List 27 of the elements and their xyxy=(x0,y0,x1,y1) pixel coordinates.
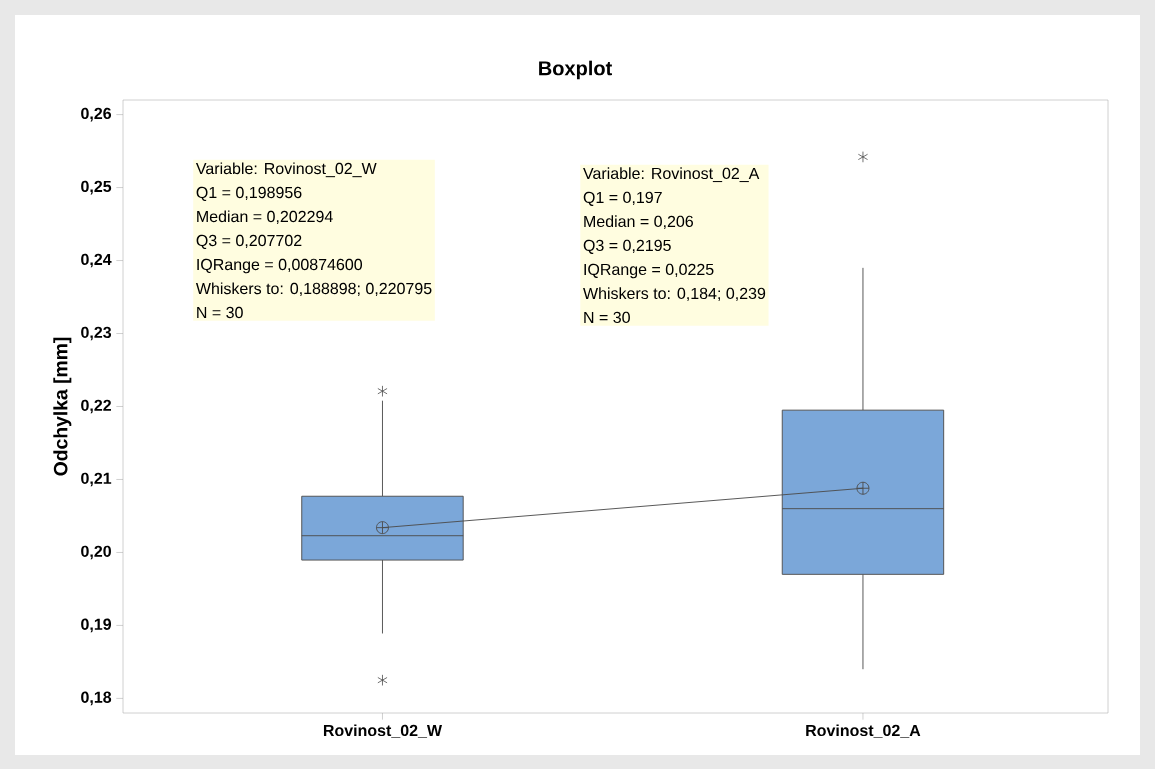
y-tick-label: 0,19 xyxy=(81,618,112,633)
annotation: IQRange = 0,00874600 xyxy=(197,258,363,274)
annotation: Median = 0,206 xyxy=(584,215,694,229)
annotation: Variable: Rovinost_02_W xyxy=(195,162,377,178)
annotation: N = 30 xyxy=(197,306,243,319)
annotation: Whiskers to: 0,184; 0,239 xyxy=(583,287,766,301)
annotation: IQRange = 0,0225 xyxy=(584,263,714,279)
annotation: Q1 = 0,197 xyxy=(583,191,662,206)
annotation: Whiskers to: 0,188898; 0,220795 xyxy=(195,282,432,297)
y-tick-label: 0,23 xyxy=(81,326,112,341)
annotation: N = 30 xyxy=(584,311,630,324)
chart-title: Boxplot xyxy=(539,60,612,80)
y-tick-label: 0,22 xyxy=(81,399,111,414)
y-tick-label: 0,21 xyxy=(81,472,112,487)
y-tick-label: 0,24 xyxy=(81,253,112,268)
y-tick-label: 0,18 xyxy=(81,691,112,706)
annotation: Q3 = 0,207702 xyxy=(196,234,302,250)
y-tick-label: 0,26 xyxy=(81,107,112,122)
y-axis-title: Odchylka [mm] xyxy=(53,337,72,476)
annotation: Q1 = 0,198956 xyxy=(196,186,302,202)
annotation: Q3 = 0,2195 xyxy=(583,239,671,254)
x-tick-label: Rovinost_02_W xyxy=(323,724,443,738)
annotation: Variable: Rovinost_02_A xyxy=(583,167,760,183)
y-tick-label: 0,20 xyxy=(81,545,111,560)
y-tick-label: 0,25 xyxy=(81,180,112,195)
x-tick-label: Rovinost_02_A xyxy=(806,724,921,738)
annotation: Median = 0,202294 xyxy=(197,210,333,225)
